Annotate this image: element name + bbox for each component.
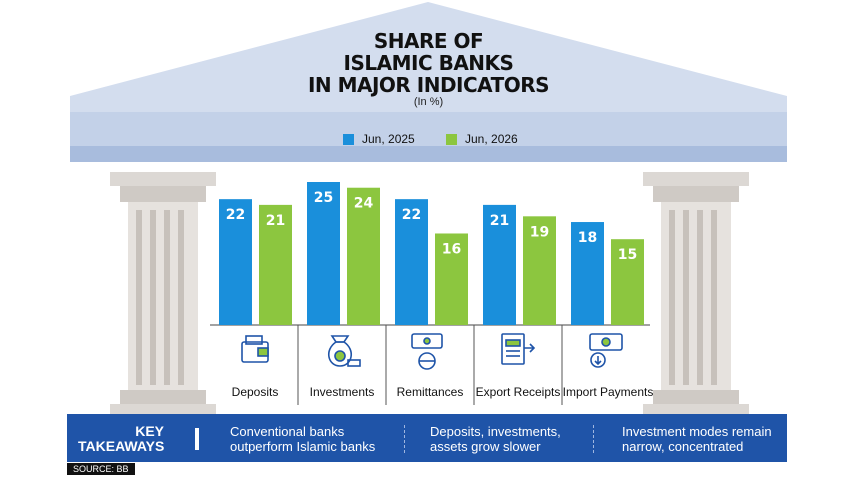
key-takeaways-band bbox=[67, 414, 787, 462]
chart-title-line-2: ISLAMIC BANKS bbox=[343, 51, 514, 75]
key-takeaways-heading-line-2: TAKEAWAYS bbox=[78, 438, 165, 454]
bar-export-receipts-jun-2025 bbox=[483, 204, 516, 325]
takeaway-item-1: Conventional banks outperform Islamic ba… bbox=[230, 424, 375, 454]
bar-export-receipts-jun-2026 bbox=[523, 216, 556, 325]
data-label-investments-jun-2025: 25 bbox=[314, 190, 333, 206]
takeaway-item-2-line-2: assets grow slower bbox=[430, 439, 541, 454]
legend-label-2025: Jun, 2025 bbox=[362, 132, 415, 146]
bar-deposits-jun-2025 bbox=[219, 199, 252, 325]
legend-label-2026: Jun, 2026 bbox=[465, 132, 518, 146]
source-note: SOURCE: BB bbox=[67, 463, 135, 475]
left-column bbox=[110, 172, 216, 414]
takeaway-item-1-line-2: outperform Islamic banks bbox=[230, 439, 376, 454]
bar-investments-jun-2025 bbox=[307, 182, 340, 325]
key-takeaways-heading-line-1: KEY bbox=[135, 423, 164, 439]
temple-roof bbox=[70, 2, 787, 112]
import-payment-icon bbox=[589, 333, 623, 368]
chart-subtitle: (In %) bbox=[413, 96, 444, 108]
takeaway-item-1-line-1: Conventional banks bbox=[230, 424, 345, 439]
chart-title-line-1: SHARE OF bbox=[373, 29, 484, 53]
legend-swatch-2025 bbox=[343, 133, 354, 145]
data-label-import-payments-jun-2026: 15 bbox=[618, 247, 637, 263]
export-document-icon bbox=[501, 333, 536, 365]
takeaway-item-2: Deposits, investments, assets grow slowe… bbox=[430, 424, 561, 454]
takeaway-divider-1 bbox=[404, 425, 405, 453]
legend-swatch-2026 bbox=[446, 133, 457, 145]
temple-entablature bbox=[70, 112, 787, 146]
legend-item-2026: Jun, 2026 bbox=[446, 132, 518, 146]
bars-layer: 22 21 25 24 22 16 21 19 18 15 bbox=[219, 182, 644, 325]
bar-import-payments-jun-2026 bbox=[611, 239, 644, 325]
data-label-deposits-jun-2025: 22 bbox=[226, 207, 245, 223]
category-dividers bbox=[297, 325, 563, 405]
takeaway-item-3-line-2: narrow, concentrated bbox=[622, 439, 744, 454]
data-label-export-receipts-jun-2025: 21 bbox=[490, 213, 509, 229]
bar-deposits-jun-2026 bbox=[259, 204, 292, 325]
category-label-deposits: Deposits bbox=[231, 385, 279, 399]
category-label-import-payments: Import Payments bbox=[562, 385, 654, 399]
data-label-remittances-jun-2026: 16 bbox=[442, 241, 461, 257]
chart-title-line-3: IN MAJOR INDICATORS bbox=[307, 73, 550, 97]
bar-import-payments-jun-2025 bbox=[571, 222, 604, 325]
category-label-export-receipts: Export Receipts bbox=[475, 385, 561, 399]
data-label-remittances-jun-2025: 22 bbox=[402, 207, 421, 223]
money-bag-icon bbox=[328, 335, 361, 367]
key-takeaways-marker bbox=[195, 428, 199, 450]
remittance-icon bbox=[411, 333, 443, 370]
bar-remittances-jun-2026 bbox=[435, 233, 468, 325]
wallet-icon bbox=[241, 335, 269, 363]
temple-cornice bbox=[70, 146, 787, 162]
key-takeaways-heading: KEY TAKEAWAYS bbox=[78, 424, 168, 454]
takeaway-item-2-line-1: Deposits, investments, bbox=[430, 424, 561, 439]
category-label-remittances: Remittances bbox=[396, 385, 464, 399]
takeaway-divider-2 bbox=[593, 425, 594, 453]
right-column bbox=[643, 172, 749, 414]
takeaway-item-3-line-1: Investment modes remain bbox=[622, 424, 772, 439]
bar-investments-jun-2026 bbox=[347, 187, 380, 325]
bar-remittances-jun-2025 bbox=[395, 199, 428, 325]
legend-item-2025: Jun, 2025 bbox=[343, 132, 415, 146]
data-label-investments-jun-2026: 24 bbox=[354, 196, 374, 212]
data-label-deposits-jun-2026: 21 bbox=[266, 213, 285, 229]
takeaway-item-3: Investment modes remain narrow, concentr… bbox=[622, 424, 772, 454]
data-label-export-receipts-jun-2026: 19 bbox=[530, 224, 549, 240]
data-label-import-payments-jun-2025: 18 bbox=[578, 230, 597, 246]
category-label-investments: Investments bbox=[309, 385, 375, 399]
